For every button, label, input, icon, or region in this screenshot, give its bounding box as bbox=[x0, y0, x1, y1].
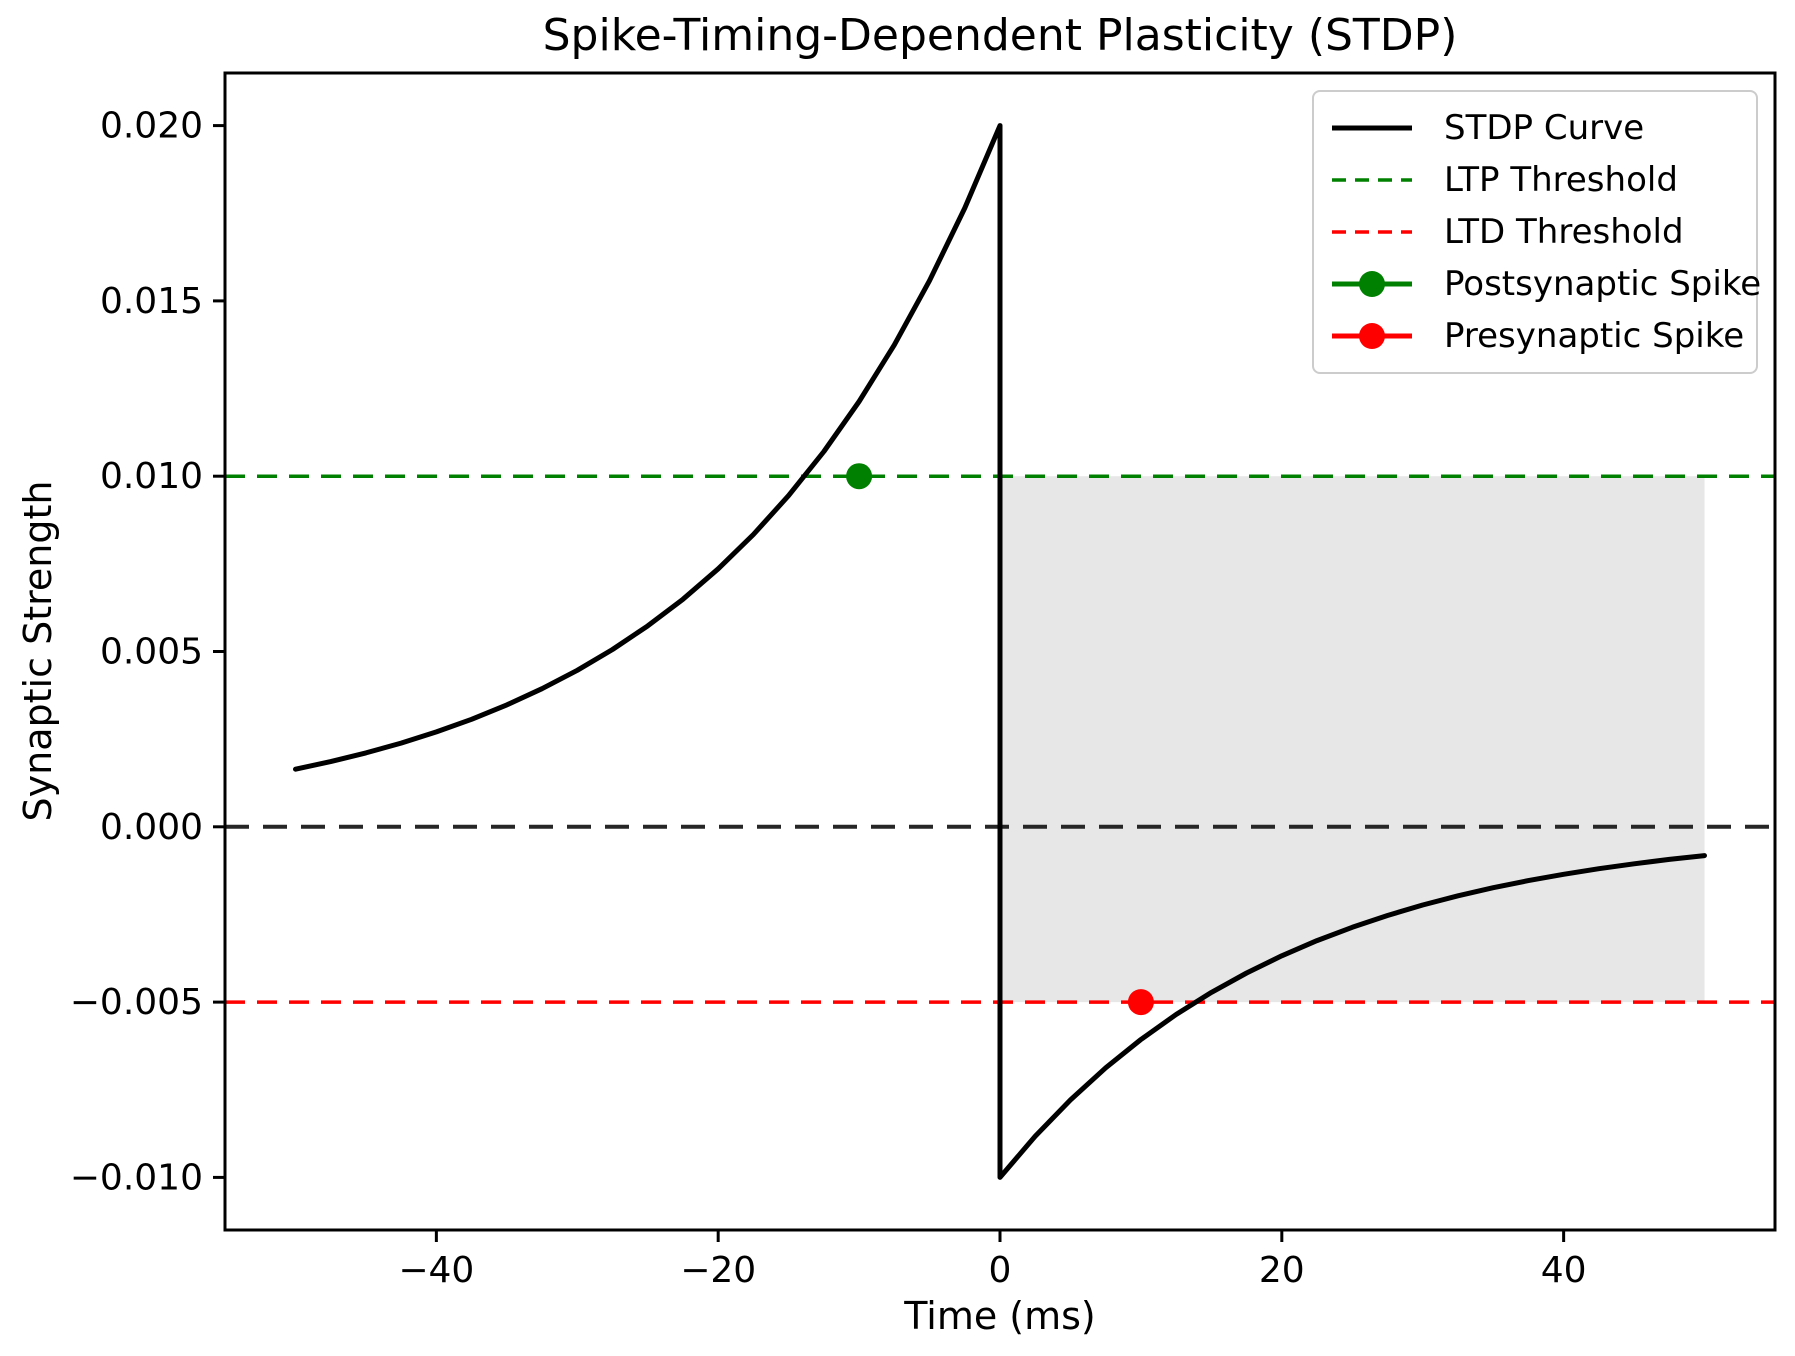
x-tick-label: −40 bbox=[398, 1250, 474, 1291]
y-tick-label: −0.010 bbox=[70, 1157, 203, 1198]
presynaptic-spike-marker bbox=[1127, 989, 1154, 1016]
legend-label: STDP Curve bbox=[1444, 108, 1645, 148]
x-tick-label: −20 bbox=[680, 1250, 756, 1291]
x-tick-label: 40 bbox=[1541, 1250, 1587, 1291]
dashed-line-swatch-icon bbox=[1328, 212, 1424, 252]
legend-label: LTD Threshold bbox=[1444, 212, 1684, 252]
y-tick-label: 0.005 bbox=[100, 632, 203, 673]
legend: STDP Curve LTP Threshold LTD Threshold P… bbox=[1312, 90, 1761, 374]
y-tick-label: 0.010 bbox=[100, 456, 203, 497]
y-tick-label: 0.020 bbox=[100, 106, 203, 147]
y-tick-label: −0.005 bbox=[70, 982, 203, 1023]
legend-item-ltp-threshold: LTP Threshold bbox=[1328, 154, 1744, 206]
solid-line-swatch-icon bbox=[1328, 108, 1424, 148]
postsynaptic-spike-marker bbox=[846, 463, 873, 490]
x-tick-label: 0 bbox=[989, 1250, 1012, 1291]
y-tick-label: 0.015 bbox=[100, 281, 203, 322]
dashed-line-swatch-icon bbox=[1328, 160, 1424, 200]
legend-label: LTP Threshold bbox=[1444, 160, 1678, 200]
legend-label: Postsynaptic Spike bbox=[1444, 264, 1762, 304]
legend-item-stdp-curve: STDP Curve bbox=[1328, 102, 1744, 154]
legend-item-postsynaptic-spike: Postsynaptic Spike bbox=[1328, 258, 1761, 310]
x-axis-label: Time (ms) bbox=[904, 1294, 1096, 1338]
chart-title: Spike-Timing-Dependent Plasticity (STDP) bbox=[542, 10, 1458, 61]
y-axis-label: Synaptic Strength bbox=[16, 480, 60, 822]
line-with-dot-swatch-icon bbox=[1328, 316, 1424, 356]
legend-item-presynaptic-spike: Presynaptic Spike bbox=[1328, 310, 1744, 362]
x-tick-label: 20 bbox=[1259, 1250, 1305, 1291]
y-tick-label: 0.000 bbox=[100, 807, 203, 848]
ltd-shaded-region bbox=[1000, 476, 1705, 1003]
legend-item-ltd-threshold: LTD Threshold bbox=[1328, 206, 1744, 258]
stdp-curve bbox=[293, 123, 1707, 1180]
legend-label: Presynaptic Spike bbox=[1444, 316, 1745, 356]
line-with-dot-swatch-icon bbox=[1328, 264, 1424, 304]
